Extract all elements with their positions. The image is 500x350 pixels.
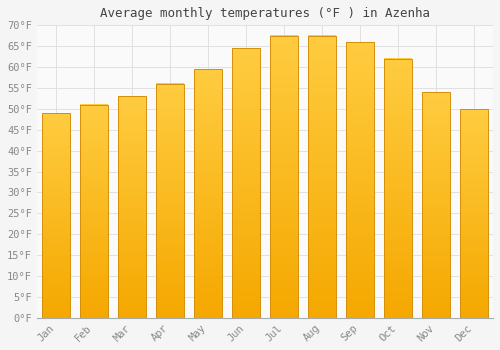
Bar bbox=[384, 59, 411, 318]
Bar bbox=[460, 109, 487, 318]
Bar bbox=[422, 92, 450, 318]
Bar bbox=[232, 48, 260, 318]
Title: Average monthly temperatures (°F ) in Azenha: Average monthly temperatures (°F ) in Az… bbox=[100, 7, 430, 20]
Bar bbox=[118, 96, 146, 318]
Bar bbox=[270, 36, 297, 318]
Bar bbox=[308, 36, 336, 318]
Bar bbox=[194, 69, 222, 318]
Bar bbox=[42, 113, 70, 318]
Bar bbox=[156, 84, 184, 318]
Bar bbox=[80, 105, 108, 318]
Bar bbox=[346, 42, 374, 318]
